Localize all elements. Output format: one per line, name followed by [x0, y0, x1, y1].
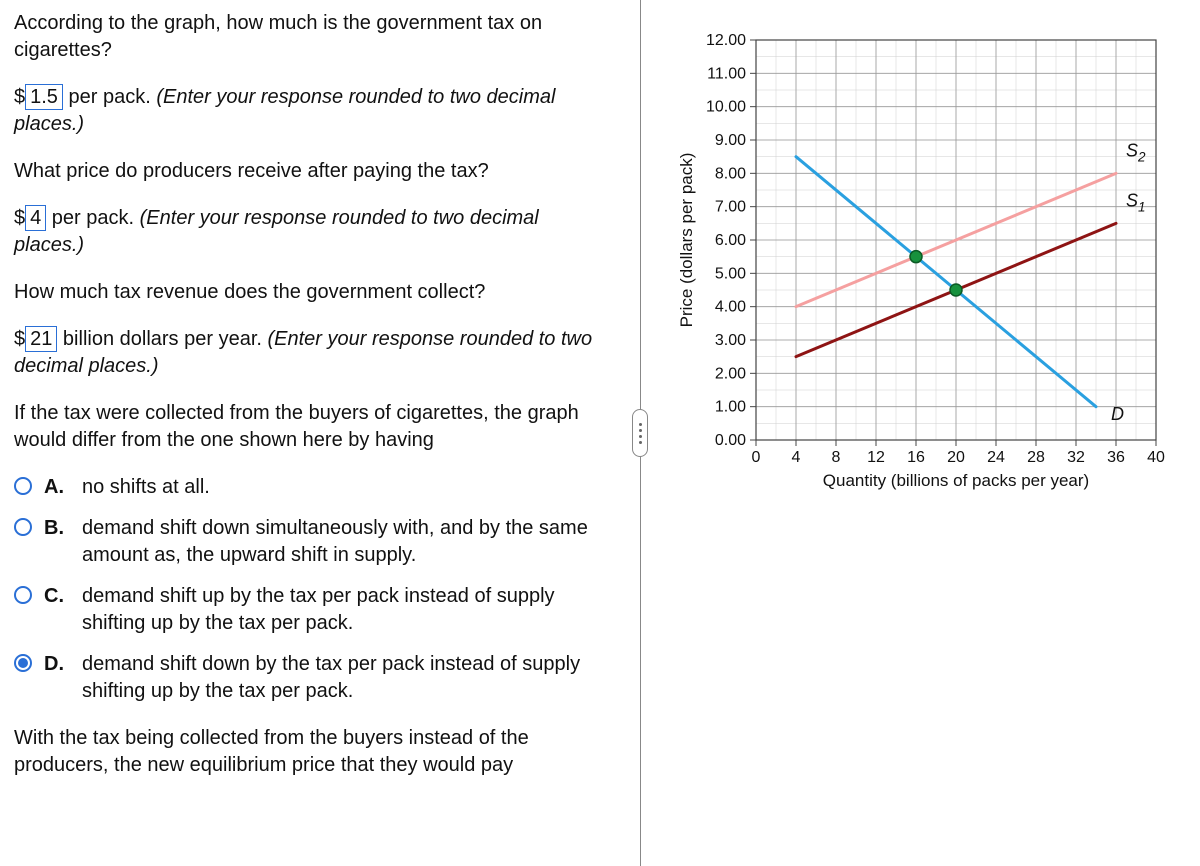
mc-options: A. no shifts at all. B. demand shift down s…	[14, 474, 602, 705]
svg-text:4: 4	[792, 449, 801, 466]
q2-prefix: $	[14, 207, 25, 229]
svg-text:8: 8	[832, 449, 841, 466]
mc-letter: D.	[44, 651, 70, 678]
svg-text:6.00: 6.00	[715, 232, 746, 249]
supply-demand-chart: 0 4 8 12 16 20 24 28 32 36 40 0.00 1.00 2.00 3.00 4.00 5…	[670, 20, 1180, 500]
svg-text:Quantity (billions of packs pe: Quantity (billions of packs per year)	[823, 471, 1089, 490]
mc-text: demand shift down by the tax per pack in…	[82, 651, 602, 705]
svg-text:20: 20	[947, 449, 965, 466]
question-pane: According to the graph, how much is the …	[0, 0, 620, 866]
svg-text:1.00: 1.00	[715, 399, 746, 416]
q2-suffix: per pack.	[46, 207, 139, 229]
svg-text:Price (dollars per pack): Price (dollars per pack)	[677, 153, 696, 328]
mc-text: demand shift up by the tax per pack inst…	[82, 583, 602, 637]
svg-text:0.00: 0.00	[715, 432, 746, 449]
q3-prefix: $	[14, 328, 25, 350]
mc-option[interactable]: A. no shifts at all.	[14, 474, 602, 501]
svg-text:32: 32	[1067, 449, 1085, 466]
svg-text:10.00: 10.00	[706, 99, 746, 116]
q4-prompt: If the tax were collected from the buyer…	[14, 400, 602, 454]
q1-prefix: $	[14, 86, 25, 108]
svg-text:5.00: 5.00	[715, 265, 746, 282]
q3-answer-box[interactable]: 21	[25, 326, 57, 352]
svg-text:8.00: 8.00	[715, 165, 746, 182]
radio-button[interactable]	[14, 654, 32, 672]
svg-text:9.00: 9.00	[715, 132, 746, 149]
q1-suffix: per pack.	[63, 86, 156, 108]
svg-text:36: 36	[1107, 449, 1125, 466]
q3-prompt: How much tax revenue does the government…	[14, 279, 602, 306]
q1-prompt: According to the graph, how much is the …	[14, 10, 602, 64]
svg-text:4.00: 4.00	[715, 299, 746, 316]
radio-button[interactable]	[14, 586, 32, 604]
q3-suffix: billion dollars per year.	[57, 328, 267, 350]
svg-text:0: 0	[752, 449, 761, 466]
mc-option[interactable]: B. demand shift down simultaneously with,…	[14, 515, 602, 569]
mc-text: demand shift down simultaneously with, a…	[82, 515, 602, 569]
radio-button[interactable]	[14, 518, 32, 536]
radio-button[interactable]	[14, 477, 32, 495]
svg-text:D: D	[1111, 404, 1124, 424]
chart-pane: 0 4 8 12 16 20 24 28 32 36 40 0.00 1.00 2.00 3.00 4.00 5…	[660, 0, 1200, 866]
drag-dots-icon	[639, 423, 642, 444]
svg-text:7.00: 7.00	[715, 199, 746, 216]
q3-answer-line: $21 billion dollars per year. (Enter you…	[14, 326, 602, 380]
mc-text: no shifts at all.	[82, 474, 602, 501]
svg-text:28: 28	[1027, 449, 1045, 466]
q1-answer-box[interactable]: 1.5	[25, 84, 63, 110]
svg-text:12: 12	[867, 449, 885, 466]
mc-letter: B.	[44, 515, 70, 542]
svg-text:16: 16	[907, 449, 925, 466]
pane-divider	[620, 0, 660, 866]
svg-text:24: 24	[987, 449, 1005, 466]
mc-letter: C.	[44, 583, 70, 610]
divider-handle[interactable]	[632, 409, 648, 457]
q1-answer-line: $1.5 per pack. (Enter your response roun…	[14, 84, 602, 138]
q5-prompt: With the tax being collected from the bu…	[14, 725, 602, 779]
mc-letter: A.	[44, 474, 70, 501]
mc-option[interactable]: D. demand shift down by the tax per pack …	[14, 651, 602, 705]
svg-text:11.00: 11.00	[707, 65, 746, 82]
q2-prompt: What price do producers receive after pa…	[14, 158, 602, 185]
svg-text:40: 40	[1147, 449, 1165, 466]
q2-answer-line: $4 per pack. (Enter your response rounde…	[14, 205, 602, 259]
q2-answer-box[interactable]: 4	[25, 205, 46, 231]
mc-option[interactable]: C. demand shift up by the tax per pack in…	[14, 583, 602, 637]
svg-text:12.00: 12.00	[706, 32, 746, 49]
svg-text:2.00: 2.00	[715, 365, 746, 382]
svg-text:3.00: 3.00	[715, 332, 746, 349]
